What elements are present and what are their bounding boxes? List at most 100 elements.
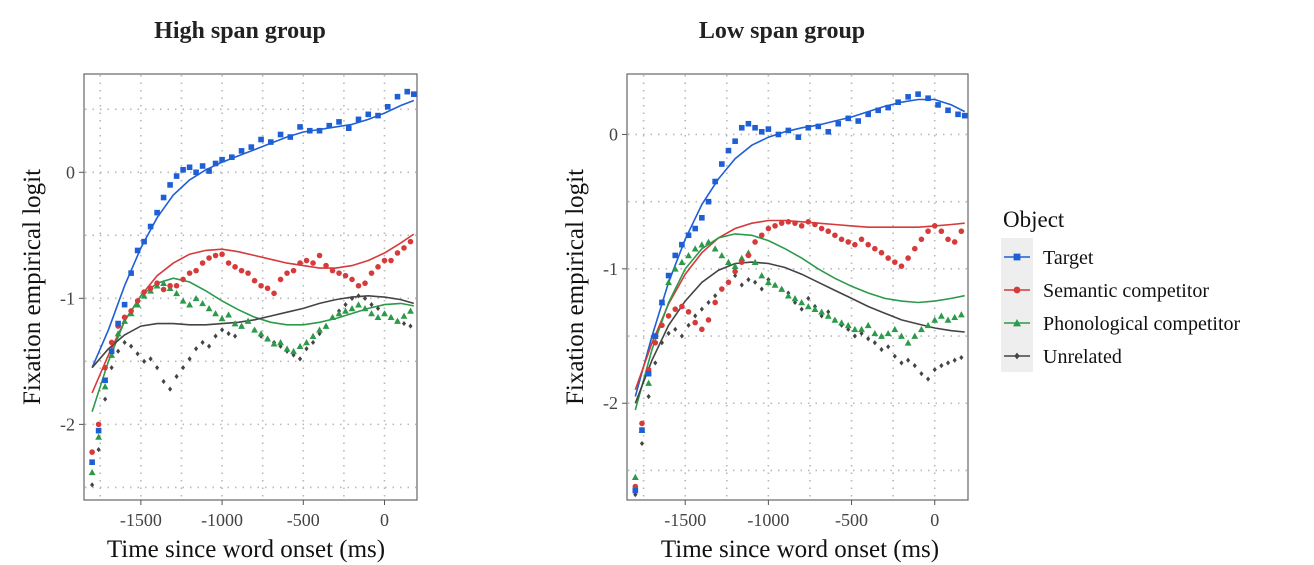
point-target: [180, 166, 186, 173]
point-target: [160, 194, 167, 201]
point-target: [815, 123, 822, 130]
point-semantic-competitor: [812, 221, 818, 228]
point-unrelated: [343, 302, 348, 308]
point-target: [297, 124, 303, 130]
x-tick-label: -500: [835, 510, 868, 530]
point-phonological-competitor: [631, 473, 639, 480]
point-target: [212, 160, 219, 167]
point-target: [875, 107, 881, 114]
point-semantic-competitor: [772, 223, 778, 229]
point-target: [134, 247, 141, 254]
point-semantic-competitor: [271, 290, 277, 297]
x-axis-label: Time since word onset (ms): [107, 536, 385, 563]
point-phonological-competitor: [904, 339, 912, 346]
point-target: [652, 333, 659, 339]
point-unrelated: [142, 358, 147, 364]
point-phonological-competitor: [387, 313, 395, 321]
point-phonological-competitor: [784, 292, 792, 299]
point-semantic-competitor: [665, 313, 672, 319]
point-semantic-competitor: [945, 236, 951, 243]
data-points: [631, 91, 968, 498]
fit-line-target: [634, 98, 966, 397]
point-semantic-competitor: [284, 270, 290, 276]
point-unrelated: [806, 295, 811, 302]
x-tick-label: -1500: [664, 510, 706, 530]
point-target: [915, 91, 921, 97]
point-phonological-competitor: [924, 321, 932, 329]
point-target: [89, 459, 95, 465]
point-semantic-competitor: [938, 228, 945, 235]
legend-item-label: Unrelated: [1043, 346, 1122, 368]
point-phonological-competitor: [400, 312, 408, 319]
point-target: [632, 487, 639, 494]
panel-low-span: Low span group -1500 -1000 -500 0 -2 -1 0 Tim…: [562, 18, 969, 563]
point-phonological-competitor: [407, 307, 414, 314]
point-semantic-competitor: [958, 228, 965, 235]
point-semantic-competitor: [388, 257, 394, 264]
x-axis-label: Time since word onset (ms): [661, 536, 939, 563]
point-unrelated: [653, 360, 658, 366]
point-phonological-competitor: [160, 279, 167, 287]
point-phonological-competitor: [838, 319, 845, 326]
point-unrelated: [135, 351, 140, 357]
y-tick-label: -2: [603, 393, 618, 413]
point-semantic-competitor: [712, 299, 718, 306]
point-semantic-competitor: [865, 241, 871, 248]
point-target: [355, 116, 362, 123]
fit-lines: [634, 98, 966, 411]
point-phonological-competitor: [691, 245, 699, 252]
point-semantic-competitor: [805, 219, 812, 225]
point-target: [115, 320, 121, 327]
point-phonological-competitor: [381, 310, 388, 317]
point-semantic-competitor: [951, 239, 958, 245]
point-semantic-competitor: [878, 249, 885, 256]
point-phonological-competitor: [731, 262, 739, 269]
point-unrelated: [356, 293, 361, 299]
point-target: [738, 124, 745, 131]
plot-area: [83, 73, 418, 501]
point-semantic-competitor: [102, 364, 108, 371]
point-target: [258, 136, 264, 143]
point-phonological-competitor: [186, 301, 193, 308]
point-target: [725, 147, 732, 154]
legend-key-marker: [1013, 286, 1021, 294]
point-semantic-competitor: [732, 268, 738, 275]
y-tick-labels: -2 -1 0: [603, 124, 627, 413]
fit-line-semantic-competitor: [634, 219, 965, 391]
point-phonological-competitor: [348, 305, 356, 312]
point-phonological-competitor: [884, 329, 892, 337]
point-unrelated: [109, 365, 114, 371]
point-unrelated: [872, 340, 877, 346]
point-unrelated: [362, 295, 368, 301]
point-phonological-competitor: [918, 325, 925, 333]
point-semantic-competitor: [892, 259, 898, 265]
point-unrelated: [706, 299, 711, 306]
point-phonological-competitor: [898, 332, 905, 339]
point-unrelated: [699, 306, 704, 312]
point-semantic-competitor: [167, 282, 173, 289]
point-target: [147, 223, 154, 230]
point-phonological-competitor: [911, 332, 919, 339]
point-target: [825, 128, 832, 135]
point-target: [955, 111, 961, 118]
point-unrelated: [375, 305, 381, 312]
point-semantic-competitor: [180, 276, 186, 283]
point-unrelated: [819, 313, 824, 319]
point-unrelated: [226, 331, 231, 337]
point-phonological-competitor: [778, 285, 786, 292]
point-phonological-competitor: [824, 312, 832, 319]
point-semantic-competitor: [765, 225, 772, 232]
point-unrelated: [310, 339, 316, 346]
point-unrelated: [369, 302, 374, 308]
point-unrelated: [932, 367, 937, 373]
point-unrelated: [401, 320, 407, 327]
point-phonological-competitor: [134, 301, 142, 308]
point-target: [206, 168, 212, 174]
point-semantic-competitor: [297, 260, 303, 266]
point-unrelated: [659, 340, 665, 346]
point-unrelated: [116, 348, 121, 354]
point-phonological-competitor: [244, 317, 252, 324]
point-target: [639, 427, 645, 433]
point-target: [665, 272, 672, 279]
point-unrelated: [925, 376, 931, 382]
